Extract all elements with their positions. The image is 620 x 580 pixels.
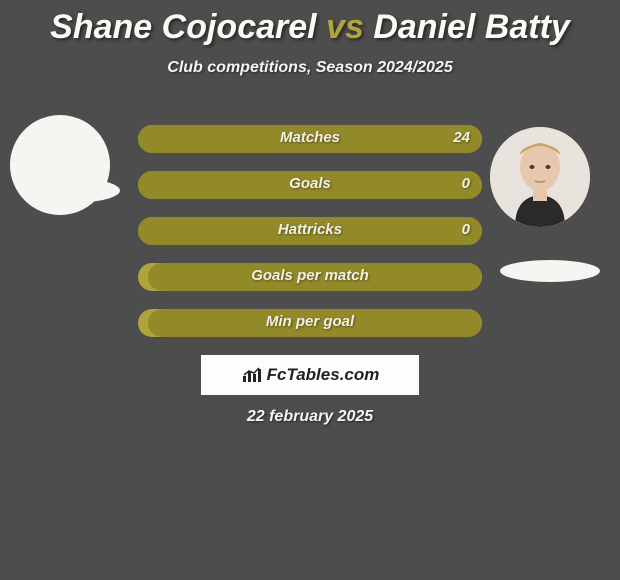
- stat-bar-goals: Goals 0: [138, 171, 482, 199]
- stat-bar-hattricks: Hattricks 0: [138, 217, 482, 245]
- stat-val2: 0: [462, 221, 470, 238]
- stat-label: Goals per match: [138, 267, 482, 284]
- comparison-title: Shane Cojocarel vs Daniel Batty: [0, 0, 620, 47]
- player2-shadow: [500, 260, 600, 282]
- stat-bar-min-per-goal: Min per goal: [138, 309, 482, 337]
- stat-bars: Matches 24 Goals 0 Hattricks 0 Goals per…: [138, 125, 482, 355]
- player2-name: Daniel Batty: [373, 8, 570, 46]
- player1-name: Shane Cojocarel: [50, 8, 316, 46]
- stat-label: Hattricks: [138, 221, 482, 238]
- stat-val2: 0: [462, 175, 470, 192]
- stat-label: Matches: [138, 129, 482, 146]
- stat-bar-matches: Matches 24: [138, 125, 482, 153]
- subtitle: Club competitions, Season 2024/2025: [0, 59, 620, 77]
- stat-val2: 24: [453, 129, 470, 146]
- stat-label: Goals: [138, 175, 482, 192]
- vs-text: vs: [326, 8, 364, 46]
- date-text: 22 february 2025: [0, 408, 620, 426]
- logo-text: FcTables.com: [267, 365, 380, 385]
- chart-icon: [241, 366, 263, 384]
- player2-avatar: [490, 127, 590, 227]
- stat-label: Min per goal: [138, 313, 482, 330]
- stat-bar-goals-per-match: Goals per match: [138, 263, 482, 291]
- player1-shadow: [20, 178, 120, 203]
- logo-box: FcTables.com: [201, 355, 419, 395]
